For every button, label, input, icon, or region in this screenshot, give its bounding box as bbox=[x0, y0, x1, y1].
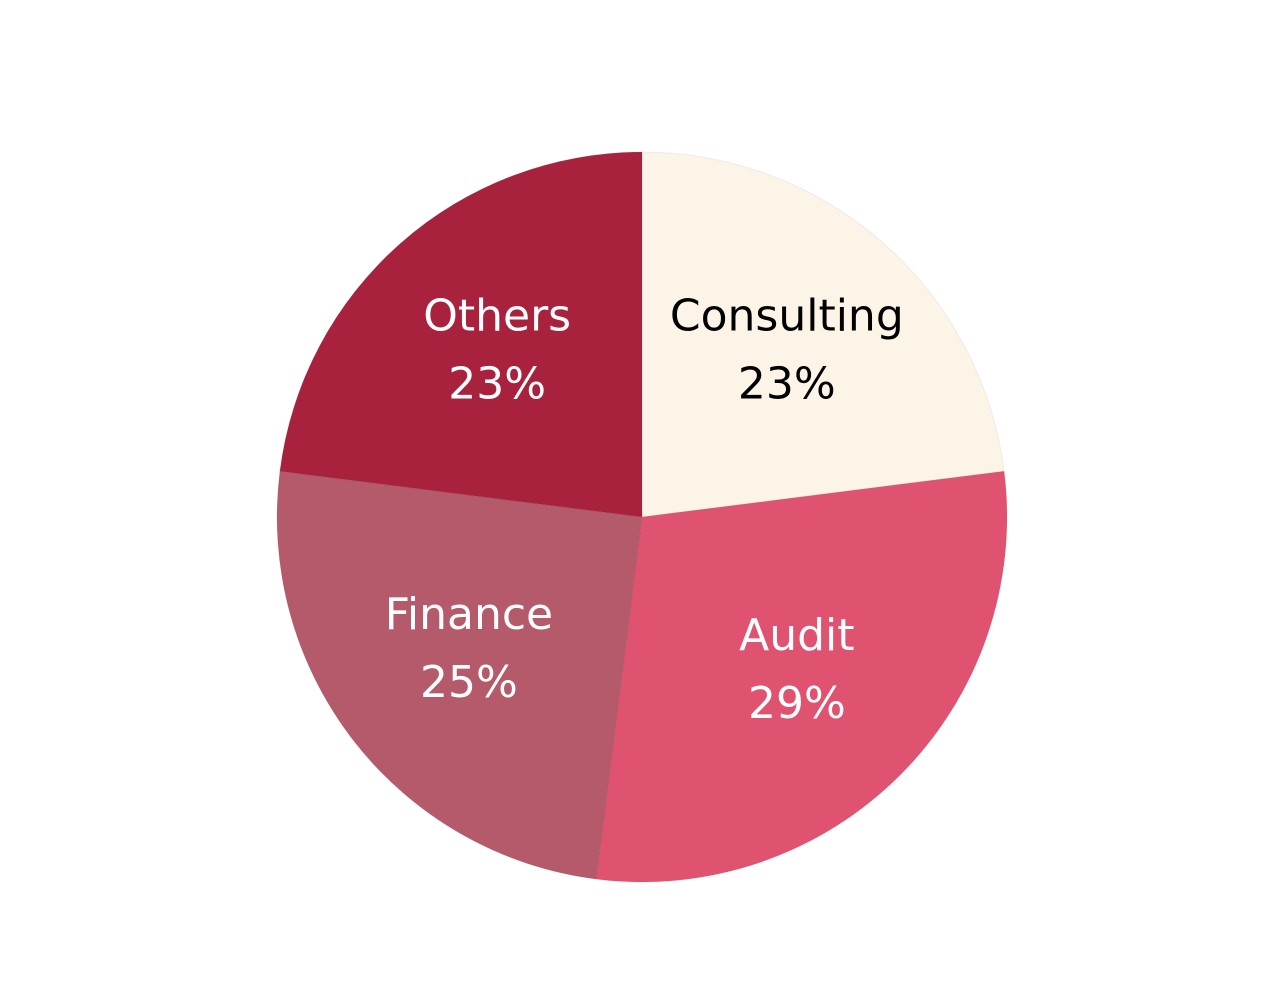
value-label: 23% bbox=[738, 359, 836, 410]
slice-label: Consulting bbox=[670, 291, 904, 342]
slice-label: Others bbox=[423, 291, 571, 342]
slice-label: Audit bbox=[739, 610, 854, 661]
pie-slice bbox=[641, 151, 1005, 518]
pie-slice bbox=[595, 470, 1008, 883]
value-label: 23% bbox=[448, 359, 546, 410]
value-label: 25% bbox=[420, 657, 518, 708]
slice-label: Finance bbox=[385, 589, 553, 640]
pie-slice bbox=[276, 470, 643, 880]
pie-slice bbox=[279, 151, 643, 518]
value-label: 29% bbox=[748, 678, 846, 729]
